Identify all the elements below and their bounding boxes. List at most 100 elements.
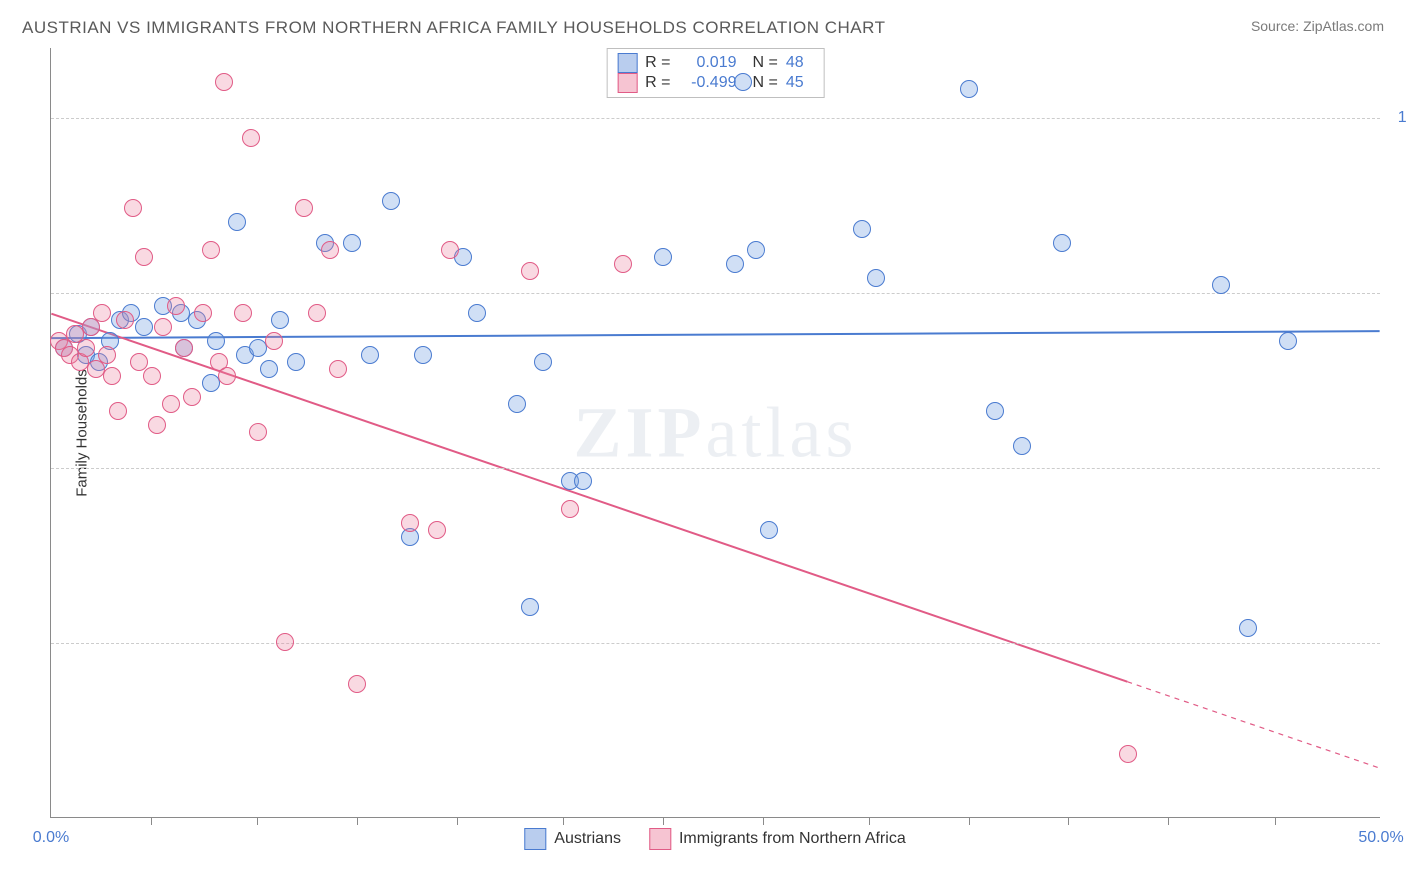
n-value: 45 [786, 74, 814, 92]
data-point [124, 199, 142, 217]
stats-row: R =-0.499N =45 [617, 73, 814, 93]
x-tick [1168, 817, 1169, 825]
data-point [853, 220, 871, 238]
gridline [51, 468, 1380, 469]
legend-label: Immigrants from Northern Africa [679, 830, 906, 848]
data-point [1013, 437, 1031, 455]
stats-row: R = 0.019 N = 48 [617, 53, 814, 73]
data-point [654, 248, 672, 266]
data-point [382, 192, 400, 210]
data-point [109, 402, 127, 420]
data-point [287, 353, 305, 371]
gridline [51, 643, 1380, 644]
data-point [130, 353, 148, 371]
gridline [51, 118, 1380, 119]
data-point [271, 311, 289, 329]
data-point [1239, 619, 1257, 637]
data-point [726, 255, 744, 273]
data-point [249, 423, 267, 441]
data-point [98, 346, 116, 364]
data-point [135, 318, 153, 336]
data-point [614, 255, 632, 273]
legend-label: Austrians [554, 830, 621, 848]
data-point [760, 521, 778, 539]
source-attribution: Source: ZipAtlas.com [1251, 18, 1384, 34]
legend-item: Austrians [524, 828, 621, 850]
x-tick-label: 0.0% [33, 829, 69, 847]
data-point [183, 388, 201, 406]
data-point [215, 73, 233, 91]
data-point [348, 675, 366, 693]
data-point [194, 304, 212, 322]
data-point [93, 304, 111, 322]
data-point [167, 297, 185, 315]
trendline-extrapolated [1127, 682, 1379, 768]
watermark: ZIPatlas [574, 391, 858, 474]
x-tick [1068, 817, 1069, 825]
data-point [986, 402, 1004, 420]
data-point [441, 241, 459, 259]
data-point [154, 318, 172, 336]
data-point [228, 213, 246, 231]
data-point [308, 304, 326, 322]
x-tick [151, 817, 152, 825]
data-point [77, 339, 95, 357]
data-point [202, 241, 220, 259]
data-point [276, 633, 294, 651]
trendline [51, 331, 1379, 338]
data-point [561, 500, 579, 518]
data-point [534, 353, 552, 371]
data-point [218, 367, 236, 385]
data-point [162, 395, 180, 413]
legend-swatch [524, 828, 546, 850]
data-point [1212, 276, 1230, 294]
chart-title: AUSTRIAN VS IMMIGRANTS FROM NORTHERN AFR… [22, 18, 885, 38]
data-point [329, 360, 347, 378]
bottom-legend: Austrians Immigrants from Northern Africa [524, 828, 905, 850]
n-label: N = [753, 54, 778, 72]
data-point [143, 367, 161, 385]
data-point [265, 332, 283, 350]
data-point [321, 241, 339, 259]
r-label: R = [645, 54, 670, 72]
data-point [521, 598, 539, 616]
data-point [734, 73, 752, 91]
data-point [242, 129, 260, 147]
gridline [51, 293, 1380, 294]
n-label: N = [753, 74, 778, 92]
x-tick [457, 817, 458, 825]
x-tick [763, 817, 764, 825]
data-point [295, 199, 313, 217]
data-point [468, 304, 486, 322]
legend-item: Immigrants from Northern Africa [649, 828, 906, 850]
x-tick [257, 817, 258, 825]
data-point [135, 248, 153, 266]
data-point [148, 416, 166, 434]
data-point [747, 241, 765, 259]
legend-swatch [649, 828, 671, 850]
data-point [574, 472, 592, 490]
r-value: 0.019 [679, 54, 737, 72]
n-value: 48 [786, 54, 814, 72]
x-tick [969, 817, 970, 825]
x-tick [563, 817, 564, 825]
data-point [207, 332, 225, 350]
x-tick [663, 817, 664, 825]
y-tick-label: 100.0% [1398, 109, 1406, 127]
data-point [1279, 332, 1297, 350]
r-label: R = [645, 74, 670, 92]
data-point [175, 339, 193, 357]
legend-swatch [617, 73, 637, 93]
stats-legend-box: R =0.019N =48R =-0.499N =45 [606, 48, 825, 98]
data-point [521, 262, 539, 280]
chart-container: Family Households ZIPatlas R =0.019N =48… [50, 48, 1380, 818]
data-point [508, 395, 526, 413]
data-point [116, 311, 134, 329]
x-tick [1275, 817, 1276, 825]
data-point [343, 234, 361, 252]
plot-area: ZIPatlas R =0.019N =48R =-0.499N =45 25.… [50, 48, 1380, 818]
data-point [361, 346, 379, 364]
data-point [401, 514, 419, 532]
data-point [1053, 234, 1071, 252]
data-point [414, 346, 432, 364]
